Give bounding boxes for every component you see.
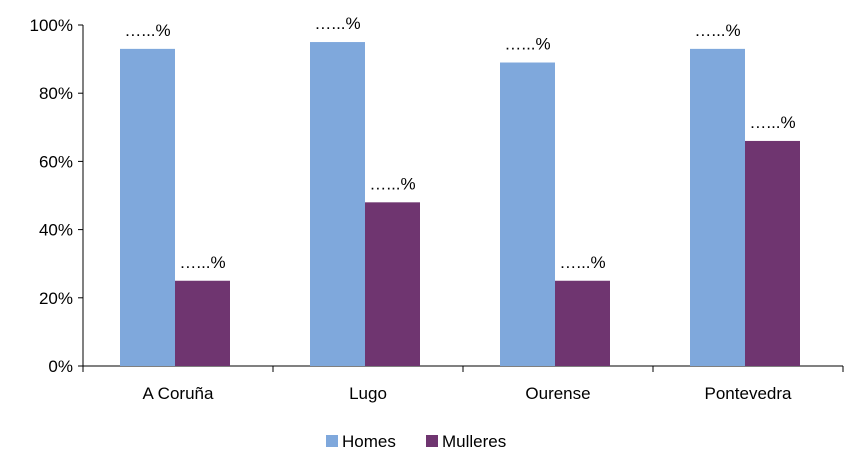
bar (175, 280, 230, 366)
data-labels: …...% …...% …...% …...% …...% …...% …...% …...% (124, 14, 795, 272)
data-label: …...% (504, 35, 550, 54)
data-label: …...% (314, 14, 360, 33)
y-tick-label: 0% (48, 357, 73, 376)
bar (500, 62, 555, 366)
bar (365, 202, 420, 366)
y-tick-label: 80% (39, 84, 73, 103)
data-label: …...% (749, 113, 795, 132)
x-tick-label: Ourense (525, 384, 590, 403)
y-tick-label: 40% (39, 221, 73, 240)
data-label: …...% (369, 174, 415, 193)
y-tick-label: 60% (39, 152, 73, 171)
data-label: …...% (559, 253, 605, 272)
data-label: …...% (179, 253, 225, 272)
legend-label: Homes (342, 432, 396, 451)
legend-swatch (326, 435, 338, 447)
legend-swatch (426, 435, 438, 447)
bar (745, 140, 800, 366)
x-tick-label: Lugo (349, 384, 387, 403)
x-tick-label: Pontevedra (705, 384, 792, 403)
legend: Homes Mulleres (326, 432, 506, 451)
legend-label: Mulleres (442, 432, 506, 451)
bar (310, 42, 365, 367)
y-tick-label: 20% (39, 289, 73, 308)
x-tick-label: A Coruña (143, 384, 214, 403)
axes: 0% 20% 40% 60% 80% 100% A Coruña Lugo Ourense Pon… (30, 16, 844, 403)
y-tick-label: 100% (30, 16, 73, 35)
bar (690, 48, 745, 367)
bars (120, 42, 800, 367)
data-label: …...% (124, 21, 170, 40)
bar (555, 280, 610, 366)
bar (120, 48, 175, 367)
data-label: …...% (694, 21, 740, 40)
